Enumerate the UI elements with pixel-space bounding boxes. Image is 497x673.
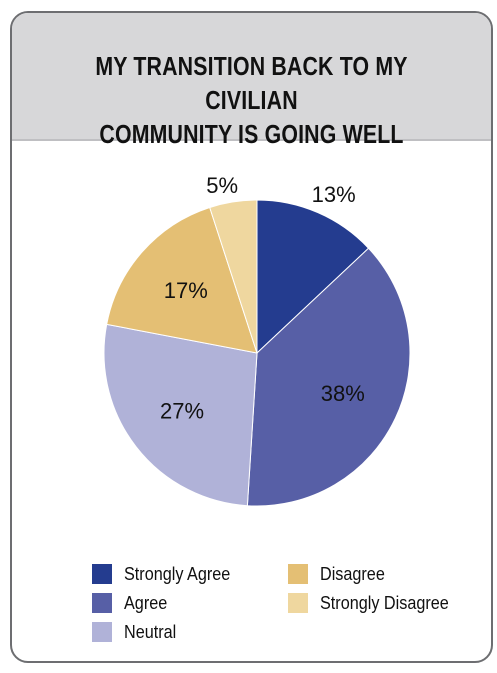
chart-card: MY TRANSITION BACK TO MY CIVILIAN COMMUN… bbox=[10, 11, 493, 663]
chart-title-line-2: COMMUNITY IS GOING WELL bbox=[99, 119, 404, 149]
legend-item-strongly-agree: Strongly Agree bbox=[92, 562, 242, 586]
legend-item-disagree: Disagree bbox=[288, 562, 392, 586]
pie-slice-agree bbox=[246, 247, 411, 507]
chart-title-line-1: MY TRANSITION BACK TO MY CIVILIAN bbox=[95, 51, 408, 115]
pie-slice-neutral bbox=[103, 323, 258, 507]
legend-label-strongly-agree: Strongly Agree bbox=[124, 563, 231, 584]
legend-item-agree: Agree bbox=[92, 591, 172, 615]
legend-swatch-agree bbox=[92, 593, 112, 613]
legend-swatch-strongly-agree bbox=[92, 564, 112, 584]
legend-label-strongly-disagree: Strongly Disagree bbox=[320, 592, 449, 613]
legend-swatch-neutral bbox=[92, 622, 112, 642]
chart-legend: Strongly Agree Agree Neutral Disagree St… bbox=[92, 552, 482, 652]
pie-label-strongly-agree: 13% bbox=[312, 182, 356, 207]
legend-swatch-strongly-disagree bbox=[288, 593, 308, 613]
pie-label-neutral: 27% bbox=[160, 399, 204, 424]
pie-slice-strongly-disagree bbox=[209, 199, 258, 354]
pie-label-agree: 38% bbox=[321, 381, 365, 406]
legend-label-disagree: Disagree bbox=[320, 563, 385, 584]
legend-item-neutral: Neutral bbox=[92, 620, 182, 644]
legend-label-neutral: Neutral bbox=[124, 621, 177, 642]
pie-label-strongly-disagree: 5% bbox=[206, 173, 238, 198]
chart-title: MY TRANSITION BACK TO MY CIVILIAN COMMUN… bbox=[55, 49, 448, 151]
legend-item-strongly-disagree: Strongly Disagree bbox=[288, 591, 463, 615]
pie-slice-disagree bbox=[106, 206, 258, 354]
pie-label-disagree: 17% bbox=[164, 278, 208, 303]
legend-swatch-disagree bbox=[288, 564, 308, 584]
chart-header: MY TRANSITION BACK TO MY CIVILIAN COMMUN… bbox=[12, 13, 491, 149]
legend-label-agree: Agree bbox=[124, 592, 168, 613]
pie-slice-strongly-agree bbox=[256, 199, 370, 355]
